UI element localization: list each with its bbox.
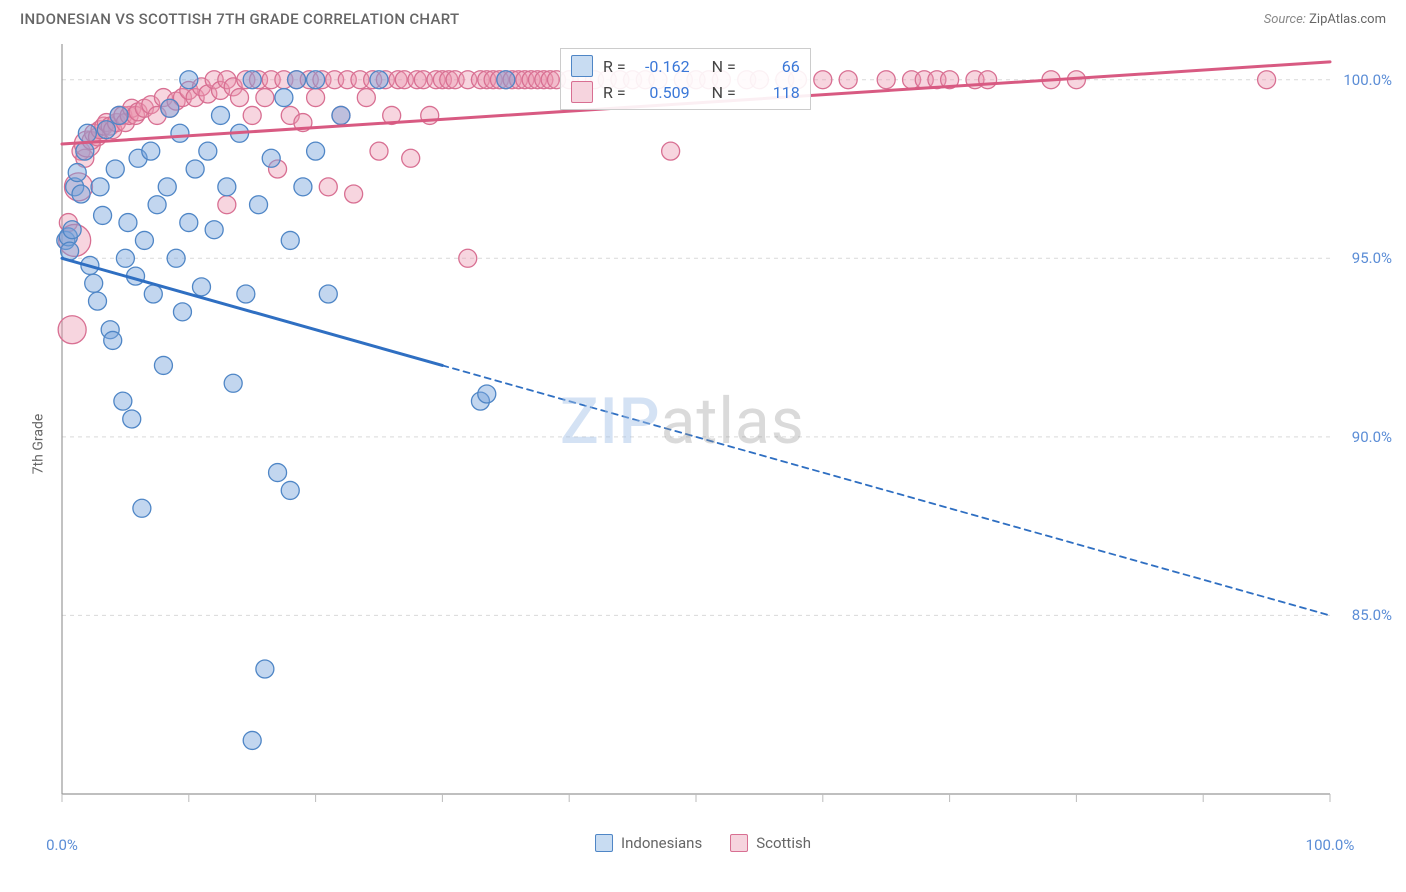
legend-swatch xyxy=(730,834,748,852)
legend-label: Indonesians xyxy=(621,834,702,852)
source-attribution: Source: ZipAtlas.com xyxy=(1264,12,1386,27)
y-tick-label: 85.0% xyxy=(1352,606,1392,624)
bottom-legend: Indonesians Scottish xyxy=(595,834,811,852)
stats-n-label: N = xyxy=(712,83,736,102)
stats-n-value: 66 xyxy=(746,57,800,76)
source-label: Source: xyxy=(1264,12,1309,27)
y-axis-label: 7th Grade xyxy=(30,414,46,475)
stats-n-label: N = xyxy=(712,57,736,76)
source-value: ZipAtlas.com xyxy=(1309,12,1386,27)
y-tick-label: 100.0% xyxy=(1343,71,1392,89)
stats-r-value: -0.162 xyxy=(636,57,690,76)
chart-title: INDONESIAN VS SCOTTISH 7TH GRADE CORRELA… xyxy=(20,10,459,28)
stats-swatch xyxy=(571,55,593,77)
legend-item-indonesians: Indonesians xyxy=(595,834,702,852)
chart-header: INDONESIAN VS SCOTTISH 7TH GRADE CORRELA… xyxy=(0,0,1406,34)
stats-n-value: 118 xyxy=(746,83,800,102)
scatter-chart xyxy=(0,34,1406,854)
legend-item-scottish: Scottish xyxy=(730,834,811,852)
x-tick-label: 0.0% xyxy=(46,836,78,854)
x-tick-label: 100.0% xyxy=(1306,836,1355,854)
y-tick-label: 95.0% xyxy=(1352,249,1392,267)
stats-row-scottish: R = 0.509 N = 118 xyxy=(571,79,800,105)
stats-legend-box: R = -0.162 N = 66 R = 0.509 N = 118 xyxy=(560,48,811,110)
stats-r-label: R = xyxy=(603,57,626,76)
stats-row-indonesians: R = -0.162 N = 66 xyxy=(571,53,800,79)
stats-r-label: R = xyxy=(603,83,626,102)
legend-label: Scottish xyxy=(756,834,811,852)
stats-swatch xyxy=(571,81,593,103)
y-tick-label: 90.0% xyxy=(1352,428,1392,446)
legend-swatch xyxy=(595,834,613,852)
chart-container: 7th Grade ZIPatlas R =-0.162N =66R =0.50… xyxy=(0,34,1406,854)
stats-r-value: 0.509 xyxy=(636,83,690,102)
